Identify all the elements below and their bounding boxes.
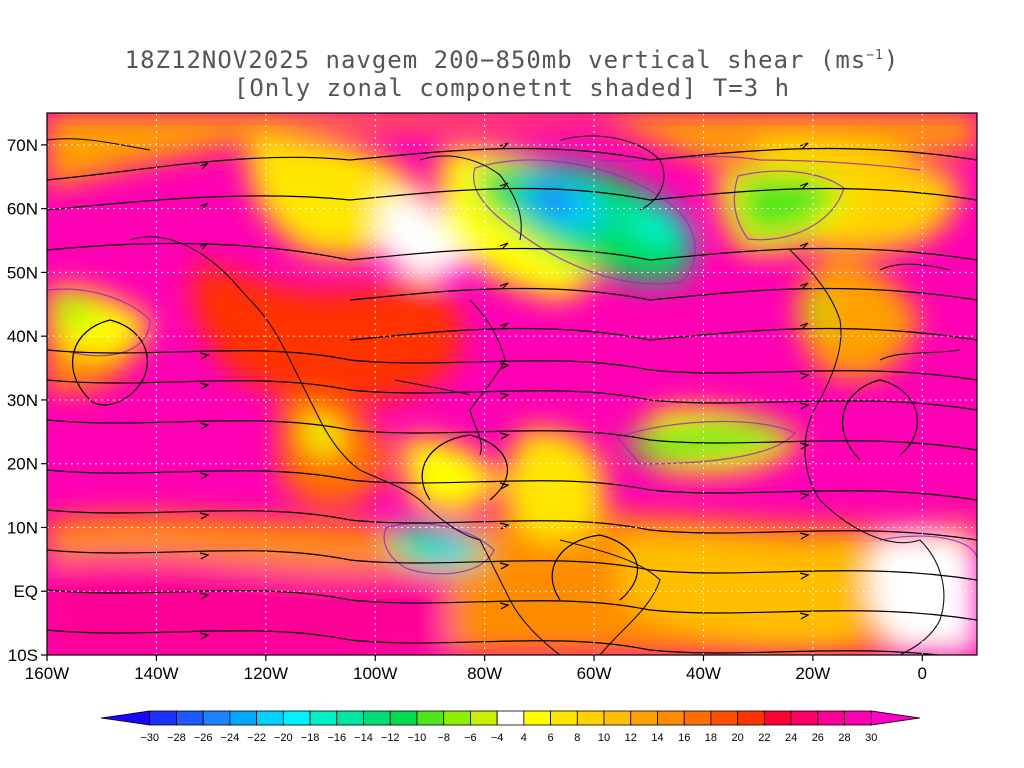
lat-tick-label: 10N xyxy=(7,518,38,537)
shaded-field xyxy=(47,113,977,655)
lon-tick-label: 20W xyxy=(795,664,830,683)
lon-tick-label: 60W xyxy=(577,664,612,683)
lat-tick-label: EQ xyxy=(13,582,38,601)
colorbar-label: 10 xyxy=(598,732,610,744)
colorbar-label: 4 xyxy=(521,732,527,744)
colorbar-label: −16 xyxy=(327,732,346,744)
colorbar-swatch xyxy=(389,710,418,726)
colorbar-label: 6 xyxy=(548,732,554,744)
lat-tick-label: 20N xyxy=(7,455,38,474)
colorbar-swatch xyxy=(603,710,632,726)
lat-tick-label: 40N xyxy=(7,327,38,346)
colorbar-swatch xyxy=(282,710,311,726)
colorbar-swatch xyxy=(523,710,551,726)
lat-tick-label: 50N xyxy=(7,263,38,282)
map-title-line-1: 18Z12NOV2025 navgem 200−850mb vertical s… xyxy=(124,46,900,74)
map-frame xyxy=(46,112,978,656)
lon-tick-label: 40W xyxy=(686,664,721,683)
colorbar-swatch xyxy=(176,710,204,726)
colorbar-swatch xyxy=(870,710,921,726)
latitude-axis: 70N 60N 50N 40N 30N 20N 10N EQ 10S xyxy=(7,136,47,665)
colorbar-label: −22 xyxy=(247,732,266,744)
lat-lon-grid xyxy=(47,113,977,655)
lon-tick-label: 140W xyxy=(134,664,178,683)
colorbar-label: −8 xyxy=(437,732,450,744)
lon-tick-label: 80W xyxy=(467,664,502,683)
lon-tick-label: 0 xyxy=(918,664,927,683)
colorbar-swatch xyxy=(229,710,258,726)
colorbar-label: 12 xyxy=(625,732,637,744)
colorbar-label: 18 xyxy=(705,732,717,744)
colorbar-label: −12 xyxy=(381,732,400,744)
lat-tick-label: 30N xyxy=(7,391,38,410)
colorbar-label: 22 xyxy=(758,732,770,744)
lat-tick-label: 60N xyxy=(7,200,38,219)
colorbar-swatch xyxy=(416,710,445,726)
colorbar-swatch xyxy=(149,710,177,726)
colorbar-label: −6 xyxy=(464,732,477,744)
colorbar-swatch xyxy=(576,710,605,726)
colorbar-swatch xyxy=(683,710,712,726)
colorbar-label: −24 xyxy=(221,732,240,744)
colorbar-label: 8 xyxy=(574,732,580,744)
colorbar-label: −20 xyxy=(274,732,293,744)
colorbar-label: 30 xyxy=(865,732,877,744)
colorbar-label: 20 xyxy=(732,732,744,744)
colorbar-label: 28 xyxy=(838,732,850,744)
lon-tick-label: 160W xyxy=(25,664,69,683)
colorbar-label: −26 xyxy=(194,732,213,744)
colorbar-swatch xyxy=(817,710,845,726)
colorbar-swatch xyxy=(100,710,151,726)
lat-tick-label: 10S xyxy=(8,646,38,665)
colorbar-label: −10 xyxy=(408,732,427,744)
lon-tick-label: 100W xyxy=(353,664,397,683)
colorbar-swatch xyxy=(737,710,765,726)
longitude-axis: 160W 140W 120W 100W 80W 60W 40W 20W 0 xyxy=(25,655,927,683)
colorbar-label: −30 xyxy=(140,732,159,744)
colorbar-label: 24 xyxy=(785,732,797,744)
lon-tick-label: 120W xyxy=(244,664,288,683)
colorbar-swatch xyxy=(443,710,471,726)
colorbar-label: 16 xyxy=(678,732,690,744)
colorbar-swatch xyxy=(470,710,498,726)
colorbar-swatch xyxy=(657,710,685,726)
colorbar-label: −14 xyxy=(354,732,373,744)
colorbar: −30 −28 −26 −24 −22 −20 −18 −16 −14 −12 −10 −8 −6 −4 4… xyxy=(100,710,921,744)
map-title-line-2: [Only zonal componetnt shaded] T=3 h xyxy=(233,74,791,102)
colorbar-label: −28 xyxy=(167,732,186,744)
colorbar-swatch xyxy=(496,710,525,726)
colorbar-label: 14 xyxy=(651,732,663,744)
colorbar-swatch xyxy=(256,710,284,726)
colorbar-swatch xyxy=(363,710,391,726)
colorbar-swatch xyxy=(550,710,578,726)
colorbar-swatch xyxy=(630,710,658,726)
colorbar-swatch xyxy=(710,710,739,726)
colorbar-swatch xyxy=(309,710,338,726)
colorbar-swatch xyxy=(202,710,231,726)
colorbar-label: 26 xyxy=(812,732,824,744)
colorbar-swatch xyxy=(790,710,819,726)
colorbar-swatch xyxy=(763,710,792,726)
lat-tick-label: 70N xyxy=(7,136,38,155)
colorbar-swatch xyxy=(336,710,364,726)
colorbar-swatch xyxy=(844,710,872,726)
colorbar-label: −18 xyxy=(301,732,320,744)
colorbar-label: −4 xyxy=(491,732,504,744)
